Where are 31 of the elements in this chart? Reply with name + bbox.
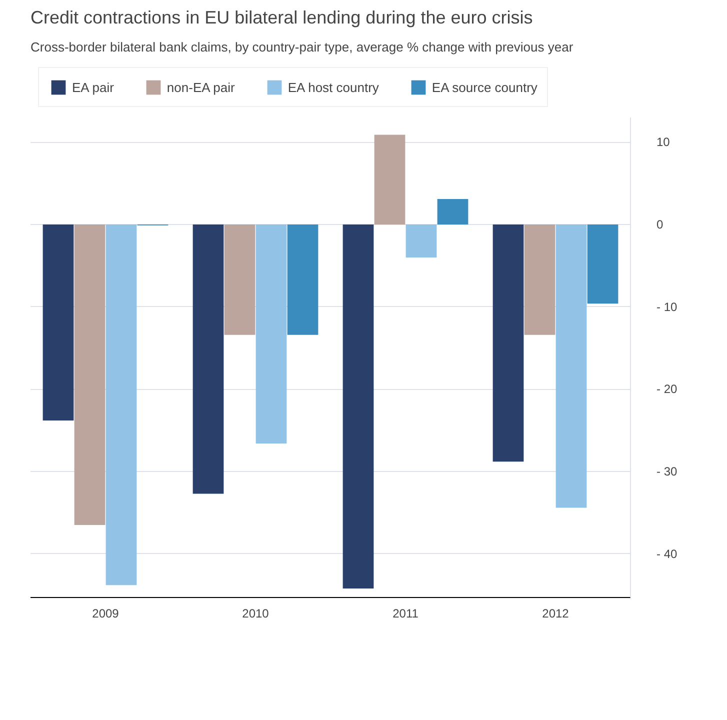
x-tick-label: 2009: [92, 606, 120, 620]
y-tick-label: - 20: [656, 382, 678, 396]
y-tick-label: - 30: [656, 464, 678, 479]
bar: [524, 224, 556, 335]
x-tick-label: 2012: [542, 606, 570, 620]
bar: [587, 224, 618, 304]
legend-label: EA pair: [72, 80, 114, 94]
bar: [437, 199, 468, 225]
bar: [492, 224, 524, 462]
bar: [342, 224, 374, 588]
y-tick-label: - 10: [656, 300, 678, 314]
chart-title: Credit contractions in EU bilateral lending during the euro crisis: [30, 8, 533, 28]
bar: [42, 224, 74, 420]
bar: [224, 224, 256, 335]
y-tick-label: - 40: [656, 546, 678, 561]
y-tick-label: 10: [656, 135, 670, 150]
bar: [406, 224, 437, 258]
bar: [556, 224, 587, 508]
bar: [106, 224, 137, 586]
legend-label: non-EA pair: [166, 80, 235, 94]
legend-label: EA source country: [432, 80, 538, 94]
y-tick-label: 0: [656, 218, 664, 232]
x-tick-label: 2011: [392, 606, 419, 620]
bar: [374, 134, 406, 225]
bar: [74, 224, 106, 526]
x-tick-label: 2010: [242, 606, 270, 620]
bar: [192, 224, 224, 494]
legend-label: EA host country: [288, 80, 379, 94]
bar: [256, 224, 287, 444]
bar: [287, 224, 318, 335]
chart-subtitle: Cross-border bilateral bank claims, by country-pair type, average % change with previous year: [30, 40, 574, 54]
